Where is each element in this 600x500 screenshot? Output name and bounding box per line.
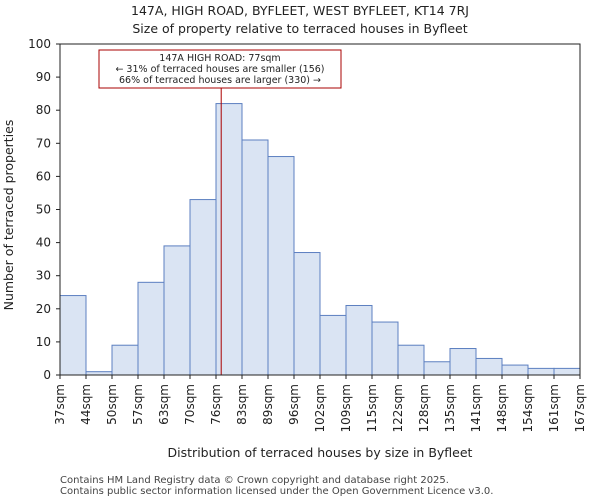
x-tick-label-89sqm: 89sqm bbox=[261, 384, 275, 425]
x-tick-label-135sqm: 135sqm bbox=[443, 384, 457, 432]
bar-83sqm bbox=[241, 139, 269, 376]
x-tick-label-141sqm: 141sqm bbox=[469, 384, 483, 432]
y-tick-label-60: 60 bbox=[36, 169, 51, 183]
x-tick-label-115sqm: 115sqm bbox=[365, 384, 379, 432]
x-tick-label-57sqm: 57sqm bbox=[131, 384, 145, 425]
chart-title: 147A, HIGH ROAD, BYFLEET, WEST BYFLEET, … bbox=[131, 3, 469, 18]
y-tick-label-20: 20 bbox=[36, 302, 51, 316]
y-axis: 0 10 20 30 40 50 60 70 80 90 100 bbox=[28, 37, 60, 382]
footer-line-2: Contains public sector information licen… bbox=[60, 486, 493, 497]
bar-128sqm bbox=[423, 361, 451, 376]
bar-135sqm bbox=[449, 348, 477, 376]
bar-161sqm bbox=[553, 367, 581, 376]
y-tick-label-40: 40 bbox=[36, 236, 51, 250]
y-tick-label-10: 10 bbox=[36, 335, 51, 349]
annotation-line-3: 66% of terraced houses are larger (330) … bbox=[119, 75, 321, 86]
x-tick-label-167sqm: 167sqm bbox=[573, 384, 587, 432]
x-tick-label-37sqm: 37sqm bbox=[53, 384, 67, 425]
x-tick-label-128sqm: 128sqm bbox=[417, 384, 431, 432]
annotation-box: 147A HIGH ROAD: 77sqm ← 31% of terraced … bbox=[98, 49, 342, 89]
x-tick-label-50sqm: 50sqm bbox=[105, 384, 119, 425]
footer-line-1: Contains HM Land Registry data © Crown c… bbox=[60, 475, 449, 486]
x-tick-label-44sqm: 44sqm bbox=[79, 384, 93, 425]
x-tick-label-63sqm: 63sqm bbox=[157, 384, 171, 425]
x-tick-label-161sqm: 161sqm bbox=[547, 384, 561, 432]
bars-group bbox=[59, 103, 581, 376]
x-tick-label-154sqm: 154sqm bbox=[521, 384, 535, 432]
bar-148sqm bbox=[501, 364, 529, 376]
x-tick-label-102sqm: 102sqm bbox=[313, 384, 327, 432]
y-tick-label-70: 70 bbox=[36, 136, 51, 150]
y-tick-label-90: 90 bbox=[36, 70, 51, 84]
bar-96sqm bbox=[293, 252, 321, 376]
y-tick-label-0: 0 bbox=[43, 368, 51, 382]
x-tick-label-96sqm: 96sqm bbox=[287, 384, 301, 425]
bar-70sqm bbox=[189, 199, 217, 376]
bar-89sqm bbox=[267, 156, 295, 376]
bar-141sqm bbox=[475, 357, 503, 376]
bar-102sqm bbox=[319, 314, 347, 376]
bar-76sqm bbox=[215, 103, 243, 376]
x-tick-label-70sqm: 70sqm bbox=[183, 384, 197, 425]
y-tick-label-80: 80 bbox=[36, 103, 51, 117]
y-tick-label-50: 50 bbox=[36, 203, 51, 217]
annotation-frame bbox=[98, 49, 342, 89]
bar-50sqm bbox=[111, 344, 139, 376]
bar-115sqm bbox=[371, 321, 399, 376]
bar-154sqm bbox=[527, 367, 555, 376]
x-tick-label-148sqm: 148sqm bbox=[495, 384, 509, 432]
annotation-line-1: 147A HIGH ROAD: 77sqm bbox=[159, 53, 280, 64]
y-axis-label: Number of terraced properties bbox=[1, 120, 16, 311]
bar-37sqm bbox=[59, 295, 87, 376]
bar-63sqm bbox=[163, 245, 191, 376]
chart-subtitle: Size of property relative to terraced ho… bbox=[132, 21, 467, 36]
x-tick-label-109sqm: 109sqm bbox=[339, 384, 353, 432]
bar-57sqm bbox=[137, 281, 165, 376]
x-axis: 37sqm 44sqm 50sqm 57sqm 63sqm 70sqm 76sqm 83sqm… bbox=[53, 375, 587, 432]
bar-122sqm bbox=[397, 344, 425, 376]
bar-109sqm bbox=[345, 304, 373, 376]
x-tick-label-83sqm: 83sqm bbox=[235, 384, 249, 425]
x-tick-label-76sqm: 76sqm bbox=[209, 384, 223, 425]
y-tick-label-100: 100 bbox=[28, 37, 51, 51]
y-tick-label-30: 30 bbox=[36, 269, 51, 283]
x-tick-label-122sqm: 122sqm bbox=[391, 384, 405, 432]
x-axis-label: Distribution of terraced houses by size … bbox=[168, 445, 473, 460]
annotation-line-2: ← 31% of terraced houses are smaller (15… bbox=[115, 64, 324, 75]
